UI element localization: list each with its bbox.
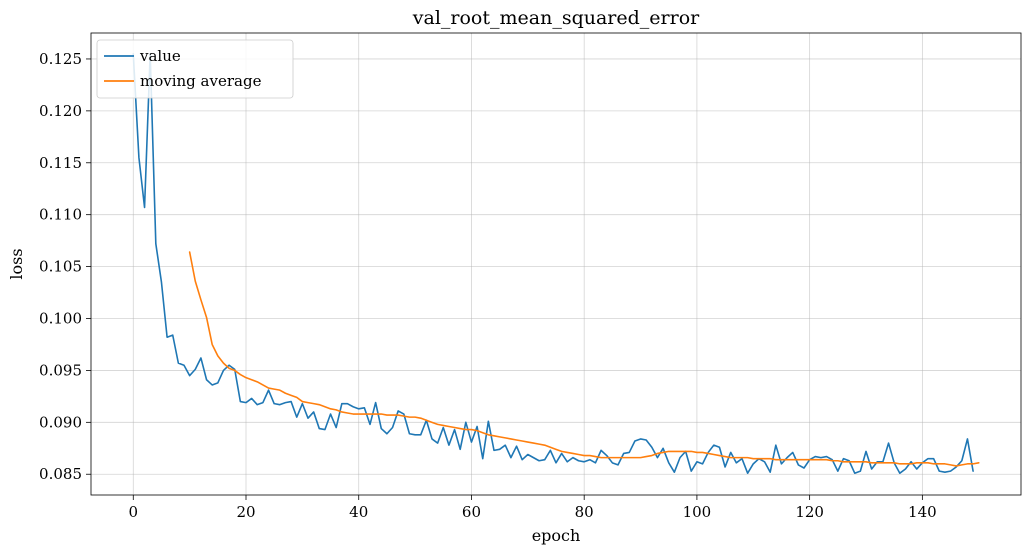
x-tick-label: 100 (683, 503, 712, 521)
legend-label: value (139, 47, 181, 65)
y-tick-label: 0.120 (39, 102, 82, 120)
y-axis: 0.085 0.090 0.095 0.100 0.105 0.110 0.115 0.120… (39, 50, 91, 483)
plot-frame (90, 32, 1022, 496)
y-tick-label: 0.085 (39, 465, 82, 483)
x-tick-label: 140 (908, 503, 937, 521)
legend-label: moving average (140, 72, 262, 90)
y-axis-label: loss (7, 248, 26, 279)
legend: value moving average (96, 39, 294, 99)
grid (91, 33, 1021, 495)
legend-box (96, 39, 294, 99)
x-tick-label: 80 (575, 503, 594, 521)
y-tick-label: 0.115 (39, 154, 82, 172)
chart-title: val_root_mean_squared_error (412, 7, 700, 29)
series-layer (132, 52, 980, 475)
y-tick-label: 0.100 (39, 310, 82, 328)
x-tick-label: 40 (349, 503, 368, 521)
y-tick-label: 0.125 (39, 50, 82, 68)
moving-average-series-line (188, 251, 980, 467)
y-tick-label: 0.105 (39, 258, 82, 276)
x-tick-label: 120 (795, 503, 824, 521)
y-tick-label: 0.090 (39, 413, 82, 431)
x-tick-label: 0 (128, 503, 138, 521)
x-tick-label: 20 (236, 503, 255, 521)
x-axis-label: epoch (532, 526, 581, 545)
x-tick-label: 60 (462, 503, 481, 521)
y-tick-label: 0.110 (39, 206, 82, 224)
y-tick-label: 0.095 (39, 361, 82, 379)
x-axis: 0 20 40 60 80 100 120 140 (128, 495, 937, 521)
value-series-line (132, 52, 974, 475)
